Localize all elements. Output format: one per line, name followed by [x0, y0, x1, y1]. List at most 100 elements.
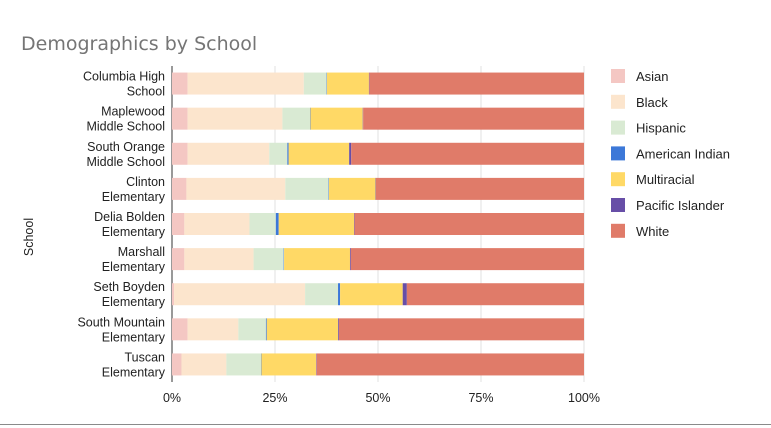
- bar-row: [172, 353, 584, 376]
- bar-segment-white: [375, 177, 584, 200]
- bar-segment-asian: [172, 213, 185, 235]
- bar-segment-multiracial: [326, 72, 369, 95]
- bar-row: [172, 283, 584, 306]
- category-label: Tuscan Elementary: [102, 350, 166, 379]
- bar-segment-american-indian: [338, 283, 341, 306]
- bar-segment-hispanic: [285, 177, 329, 200]
- bar-row: [172, 213, 584, 235]
- legend-swatch: [611, 146, 625, 161]
- bar-row: [172, 142, 584, 165]
- bar-segment-multiracial: [328, 177, 376, 200]
- y-axis-title: School: [22, 218, 36, 256]
- category-label: Clinton Elementary: [102, 175, 166, 204]
- legend-label: Asian: [636, 69, 669, 84]
- legend-item: American Indian: [611, 146, 730, 161]
- bar-row: [172, 177, 584, 200]
- bar-segment-white: [406, 283, 584, 306]
- bar-segment-black: [174, 283, 306, 306]
- legend-label: Black: [636, 95, 668, 110]
- bar-segment-asian: [172, 107, 188, 130]
- category-label: Seth Boyden Elementary: [93, 280, 165, 309]
- bar-segment-pacific-islander: [349, 248, 351, 271]
- legend-label: American Indian: [636, 146, 730, 161]
- bar-segment-black: [187, 142, 270, 165]
- bar-segment-pacific-islander: [349, 142, 352, 165]
- legend-label: Multiracial: [636, 172, 695, 187]
- bar-segment-pacific-islander: [402, 283, 407, 306]
- bar-segment-hispanic: [249, 213, 276, 235]
- bar-segment-asian: [172, 248, 185, 271]
- bar-row: [172, 72, 584, 95]
- legend: Asian Black Hispanic American Indian Multira…: [611, 69, 730, 239]
- x-tick-label: 100%: [568, 391, 600, 405]
- legend-swatch: [611, 69, 625, 83]
- legend-item: Multiracial: [611, 172, 695, 187]
- bar-segment-black: [186, 177, 286, 200]
- bar-segment-multiracial: [310, 107, 363, 130]
- legend-item: Asian: [611, 69, 669, 84]
- category-label: Marshall Elementary: [102, 245, 166, 274]
- bars: [172, 72, 584, 376]
- legend-swatch: [611, 172, 625, 187]
- x-tick-label: 25%: [262, 391, 287, 405]
- bar-segment-black: [187, 72, 304, 95]
- category-label: Delia Bolden Elementary: [94, 210, 166, 239]
- bar-segment-asian: [172, 72, 188, 95]
- bar-segment-american-indian: [287, 142, 289, 165]
- bar-segment-white: [338, 318, 584, 341]
- bar-segment-black: [187, 107, 283, 130]
- bar-segment-american-indian: [265, 318, 267, 341]
- legend-swatch: [611, 120, 625, 135]
- bar-segment-black: [184, 248, 254, 271]
- bar-segment-asian: [172, 318, 188, 341]
- bar-segment-asian: [172, 177, 187, 200]
- legend-item: Pacific Islander: [611, 198, 725, 213]
- bar-segment-pacific-islander: [338, 318, 339, 341]
- bar-segment-hispanic: [305, 283, 339, 306]
- bar-segment-asian: [172, 142, 188, 165]
- bar-segment-multiracial: [266, 318, 339, 341]
- bar-segment-hispanic: [303, 72, 327, 95]
- bar-segment-white: [369, 72, 584, 95]
- bar-segment-asian: [172, 283, 175, 306]
- legend-item: White: [611, 223, 669, 239]
- bar-segment-white: [351, 142, 584, 165]
- category-label: South Orange Middle School: [86, 140, 165, 169]
- bar-segment-american-indian: [275, 213, 279, 235]
- legend-swatch: [611, 223, 625, 238]
- bar-segment-hispanic: [253, 248, 284, 271]
- bar-segment-white: [354, 213, 584, 235]
- bar-segment-multiracial: [288, 142, 350, 165]
- bar-segment-white: [316, 353, 584, 376]
- bar-segment-black: [181, 353, 227, 376]
- bar-segment-multiracial: [284, 248, 350, 271]
- category-labels: Columbia High School Maplewood Middle Schoo…: [77, 70, 165, 380]
- bottom-divider: [0, 424, 771, 425]
- x-tick-label: 0%: [163, 391, 181, 405]
- bar-row: [172, 248, 584, 271]
- bar-segment-hispanic: [226, 353, 261, 376]
- legend-label: Hispanic: [636, 121, 686, 136]
- bar-segment-hispanic: [269, 142, 288, 165]
- category-label: South Mountain Elementary: [77, 315, 165, 344]
- bar-row: [172, 318, 584, 341]
- category-label: Columbia High School: [83, 70, 165, 99]
- legend-label: Pacific Islander: [636, 198, 725, 213]
- bar-segment-multiracial: [278, 213, 355, 235]
- bar-segment-hispanic: [238, 318, 266, 341]
- bar-row: [172, 107, 584, 130]
- bar-segment-black: [184, 213, 250, 235]
- bar-segment-hispanic: [282, 107, 311, 130]
- category-label: Maplewood Middle School: [86, 105, 165, 134]
- chart-title: Demographics by School: [21, 33, 257, 55]
- legend-label: White: [636, 224, 669, 239]
- bar-segment-white: [363, 107, 584, 130]
- bar-segment-multiracial: [340, 283, 403, 306]
- bar-segment-asian: [172, 353, 182, 376]
- x-tick-labels: 0% 25% 50% 75% 100%: [163, 391, 600, 405]
- bar-segment-black: [187, 318, 239, 341]
- legend-swatch: [611, 94, 625, 109]
- x-tick-label: 75%: [468, 391, 493, 405]
- legend-item: Hispanic: [611, 120, 686, 136]
